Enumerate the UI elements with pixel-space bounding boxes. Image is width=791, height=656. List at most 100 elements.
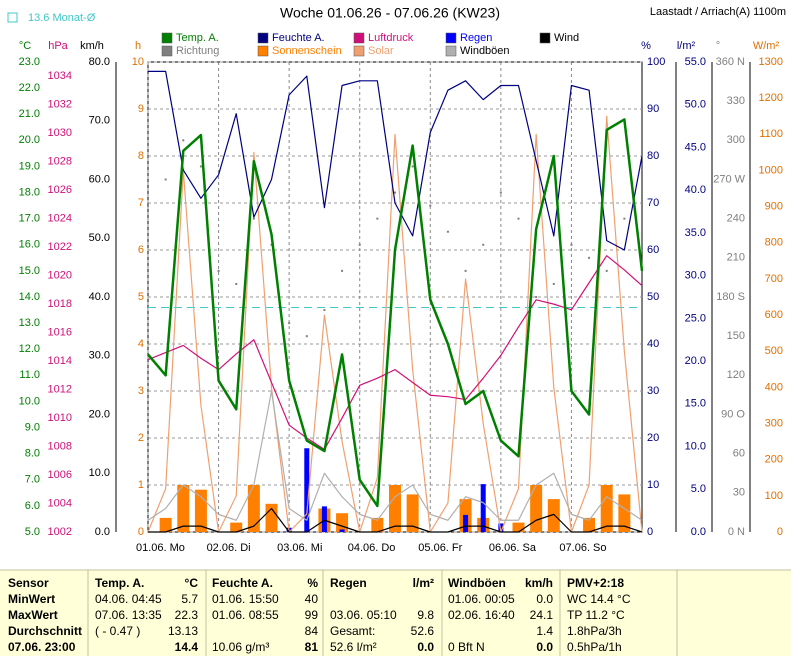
table-cell: 01.06. 15:50 — [212, 592, 279, 606]
y-tick-label: 1032 — [48, 99, 72, 111]
legend-label: Feuchte A. — [272, 32, 325, 44]
y-tick-label: 30.0 — [685, 270, 706, 282]
y-tick-label: 80.0 — [89, 56, 110, 68]
legend-swatch — [353, 45, 365, 57]
direction-dot — [464, 269, 467, 272]
direction-dot — [217, 269, 220, 272]
table-cell: 14.4 — [175, 640, 199, 654]
table-cell: % — [307, 576, 318, 590]
direction-dot — [376, 217, 379, 220]
series-line — [148, 70, 643, 251]
y-tick-label: 8.0 — [25, 448, 40, 460]
table-cell: 81 — [305, 640, 319, 654]
table-cell: TP 11.2 °C — [567, 608, 625, 622]
y-tick-label: 15.0 — [19, 265, 40, 277]
y-tick-label: 0 — [138, 526, 144, 538]
table-cell: PMV+2:18 — [567, 576, 624, 590]
y-tick-label: 20.0 — [19, 134, 40, 146]
y-tick-label: 35.0 — [685, 227, 706, 239]
direction-dot — [252, 217, 255, 220]
bar — [321, 506, 327, 532]
y-tick-label: 90 O — [721, 408, 745, 420]
y-tick-label: 10.0 — [685, 440, 706, 452]
table-cell: 0.0 — [417, 640, 434, 654]
legend-label: Temp. A. — [176, 32, 219, 44]
y-tick-label: 30 — [733, 487, 745, 499]
table-cell: 5.7 — [181, 592, 198, 606]
y-tick-label: 1034 — [48, 70, 72, 82]
direction-dot — [164, 178, 167, 181]
direction-dot — [341, 269, 344, 272]
table-cell: 0.5hPa/1h — [567, 640, 622, 654]
series-line — [148, 507, 643, 533]
y-tick-label: 200 — [765, 454, 783, 466]
table-cell: 24.1 — [530, 608, 554, 622]
direction-dot — [270, 243, 273, 246]
x-tick-label: 07.06. So — [559, 542, 606, 554]
series-line — [147, 118, 644, 508]
series-line — [147, 115, 643, 533]
direction-dot — [305, 335, 308, 338]
y-tick-label: 9 — [138, 103, 144, 115]
axis-unit: l/m² — [677, 40, 696, 52]
y-tick-label: 300 — [765, 417, 783, 429]
y-tick-label: 30.0 — [89, 350, 110, 362]
y-tick-label: 330 — [727, 95, 745, 107]
axis-unit: ° — [716, 40, 720, 52]
table-cell: l/m² — [413, 576, 434, 590]
x-tick-label: 03.06. Mi — [277, 542, 322, 554]
table-cell: Regen — [330, 576, 367, 590]
y-tick-label: 1010 — [48, 412, 72, 424]
direction-dot — [623, 217, 626, 220]
y-tick-label: 10 — [647, 479, 659, 491]
y-tick-label: 1200 — [759, 92, 783, 104]
y-tick-label: 300 — [727, 134, 745, 146]
y-tick-label: 20.0 — [685, 355, 706, 367]
table-cell: 52.6 l/m² — [330, 640, 377, 654]
table-cell: Temp. A. — [95, 576, 144, 590]
table-cell: 1.4 — [536, 624, 553, 638]
direction-dot — [552, 282, 555, 285]
y-tick-label: 40.0 — [89, 291, 110, 303]
axis-unit: h — [135, 40, 141, 52]
table-cell: 9.8 — [417, 608, 434, 622]
y-tick-label: 1014 — [48, 355, 72, 367]
direction-dot — [446, 230, 449, 233]
bar — [159, 517, 172, 532]
table-cell: 04.06. 04:45 — [95, 592, 162, 606]
legend-label: Richtung — [176, 45, 219, 57]
y-tick-label: 30 — [647, 385, 659, 397]
table-cell: 02.06. 16:40 — [448, 608, 515, 622]
table-cell: Gesamt: — [330, 624, 375, 638]
y-tick-label: 15.0 — [685, 398, 706, 410]
y-tick-label: 6 — [138, 244, 144, 256]
y-tick-label: 5 — [138, 291, 144, 303]
y-tick-label: 500 — [765, 345, 783, 357]
y-tick-label: 900 — [765, 201, 783, 213]
y-tick-label: 40 — [647, 338, 659, 350]
y-tick-label: 60.0 — [89, 173, 110, 185]
direction-dot — [588, 256, 591, 259]
y-tick-label: 0.0 — [95, 526, 110, 538]
bar — [339, 529, 345, 532]
y-tick-label: 13.0 — [19, 317, 40, 329]
y-tick-label: 1 — [138, 479, 144, 491]
table-cell: 0.0 — [536, 592, 553, 606]
y-tick-label: 16.0 — [19, 239, 40, 251]
direction-dot — [235, 282, 238, 285]
bar — [618, 494, 631, 532]
x-tick-label: 02.06. Di — [207, 542, 251, 554]
legend-label: Regen — [460, 32, 492, 44]
bar — [498, 523, 504, 532]
y-tick-label: 100 — [647, 56, 665, 68]
table-cell: MaxWert — [8, 608, 58, 622]
table-cell: Feuchte A. — [212, 576, 273, 590]
chart-title: Woche 01.06.26 - 07.06.26 (KW23) — [280, 5, 500, 21]
y-tick-label: 150 — [727, 330, 745, 342]
direction-dot — [358, 243, 361, 246]
direction-dot — [411, 165, 414, 168]
y-tick-label: 240 — [727, 213, 745, 225]
table-cell: 22.3 — [175, 608, 199, 622]
y-tick-label: 14.0 — [19, 291, 40, 303]
table-cell: 0 Bft N — [448, 640, 485, 654]
